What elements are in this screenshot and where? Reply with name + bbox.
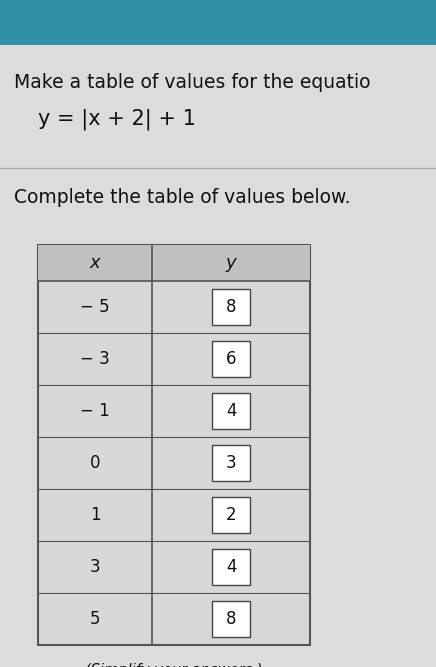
Text: 0: 0 (90, 454, 100, 472)
Text: − 1: − 1 (80, 402, 110, 420)
Text: − 3: − 3 (80, 350, 110, 368)
Text: 4: 4 (226, 402, 236, 420)
Text: 8: 8 (226, 298, 236, 316)
Text: 5: 5 (90, 610, 100, 628)
Text: − 5: − 5 (80, 298, 110, 316)
Text: x: x (90, 254, 100, 272)
Text: 3: 3 (226, 454, 236, 472)
Bar (38, 245, 310, 645)
Text: 3: 3 (90, 558, 100, 576)
Bar (212, 289, 250, 325)
Text: Complete the table of values below.: Complete the table of values below. (14, 188, 351, 207)
Text: 4: 4 (226, 558, 236, 576)
Text: y: y (226, 254, 236, 272)
Text: 2: 2 (226, 506, 236, 524)
Text: 6: 6 (226, 350, 236, 368)
Text: 1: 1 (90, 506, 100, 524)
Bar (212, 497, 250, 533)
Bar (212, 341, 250, 378)
Text: 8: 8 (226, 610, 236, 628)
Bar (38, 245, 310, 281)
Bar (0, 0, 436, 45)
Bar (212, 549, 250, 585)
Bar (212, 601, 250, 637)
Text: y = |x + 2| + 1: y = |x + 2| + 1 (38, 108, 196, 129)
Bar (212, 393, 250, 429)
Text: (Simplify your answers.): (Simplify your answers.) (85, 663, 263, 667)
Bar (212, 445, 250, 481)
Text: Make a table of values for the equatio: Make a table of values for the equatio (14, 73, 371, 92)
